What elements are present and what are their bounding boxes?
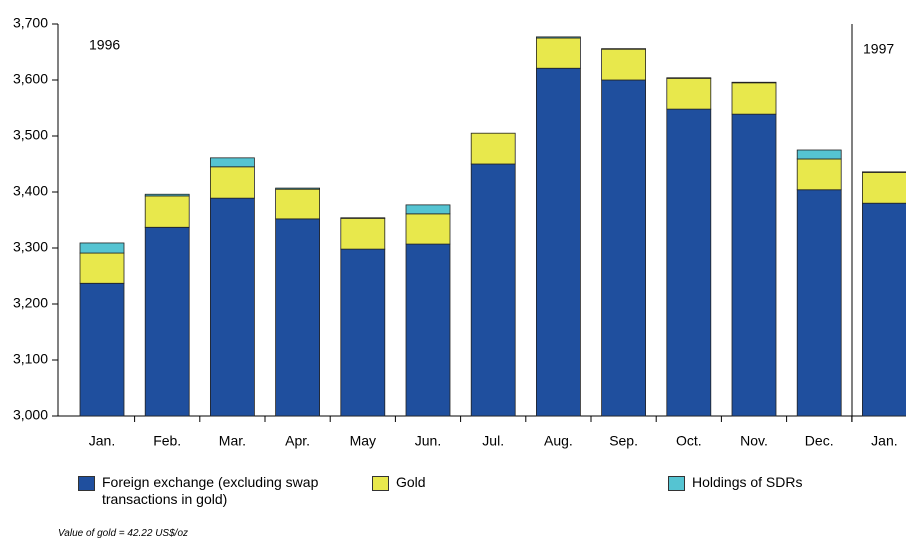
bar-segment <box>405 204 451 215</box>
bar-segment <box>79 242 125 254</box>
year-label: 1996 <box>89 37 120 53</box>
x-tick-label: Oct. <box>676 433 702 449</box>
x-tick-label: May <box>350 433 376 449</box>
bar-segment <box>340 248 386 417</box>
x-tick-label: Jun. <box>415 433 441 449</box>
legend-label: Gold <box>396 474 426 490</box>
x-tick-label: Mar. <box>219 433 246 449</box>
bar-segment <box>796 158 842 191</box>
bar-segment <box>601 48 646 50</box>
bar-segment <box>536 67 581 417</box>
bar-segment <box>862 171 906 204</box>
y-tick-label: 3,100 <box>13 351 48 367</box>
legend-swatch <box>668 476 685 491</box>
x-tick-label: Jan. <box>89 433 115 449</box>
x-tick-label: Apr. <box>285 433 310 449</box>
year-label: 1997 <box>863 41 894 57</box>
bar-segment <box>470 163 516 417</box>
x-tick-label: Jul. <box>482 433 504 449</box>
bar-segment <box>79 252 125 284</box>
bar-segment <box>209 197 255 417</box>
bar-segment <box>666 77 712 79</box>
x-tick-label: Nov. <box>740 433 768 449</box>
x-tick-label: Aug. <box>544 433 573 449</box>
y-tick-label: 3,400 <box>13 183 48 199</box>
y-tick-label: 3,700 <box>13 15 48 31</box>
x-tick-label: Sep. <box>609 433 638 449</box>
footnote: Value of gold = 42.22 US$/oz <box>58 528 188 539</box>
legend-label: Foreign exchange (excluding swap transac… <box>102 474 319 507</box>
y-tick-label: 3,500 <box>13 127 48 143</box>
bar-segment <box>731 82 777 115</box>
bar-segment <box>340 217 386 219</box>
legend-item: Foreign exchange (excluding swap transac… <box>78 474 348 508</box>
legend-swatch <box>372 476 389 491</box>
x-tick-label: Feb. <box>153 433 181 449</box>
bar-segment <box>144 193 190 197</box>
y-tick-label: 3,600 <box>13 71 48 87</box>
y-tick-label: 3,000 <box>13 407 48 423</box>
bar-segment <box>731 113 777 417</box>
bar-segment <box>601 79 646 417</box>
bar-segment <box>536 36 581 39</box>
bar-segment <box>862 202 906 417</box>
bar-segment <box>79 282 125 417</box>
bar-segment <box>209 166 255 199</box>
y-tick-label: 3,200 <box>13 295 48 311</box>
bar-segment <box>796 189 842 417</box>
bar-segment <box>209 157 255 168</box>
bar-segment <box>666 77 712 110</box>
bar-segment <box>536 37 581 69</box>
bar-segment <box>796 149 842 160</box>
bar-segment <box>275 188 321 220</box>
bar-segment <box>405 243 451 417</box>
chart: 1996 1997 3,000 3,100 3,200 3,300 3,400 3,500… <box>13 15 906 449</box>
bar-segment <box>731 81 777 84</box>
legend-item: Gold <box>372 474 426 491</box>
bar-segment <box>144 195 190 228</box>
bar-segment <box>601 48 646 81</box>
x-tick-label: Jan. <box>871 433 897 449</box>
bar-segment <box>666 108 712 417</box>
y-tick-label: 3,300 <box>13 239 48 255</box>
legend-swatch <box>78 476 95 491</box>
bar-segment <box>340 217 386 250</box>
bar-segment <box>405 213 451 245</box>
bar-segment <box>470 132 516 165</box>
bar-segment <box>144 226 190 417</box>
x-tick-label: Dec. <box>805 433 834 449</box>
legend-label: Holdings of SDRs <box>692 474 803 490</box>
bar-segment <box>862 171 906 173</box>
legend-item: Holdings of SDRs <box>668 474 803 491</box>
bar-segment <box>275 218 321 417</box>
bar-segment <box>275 187 321 190</box>
